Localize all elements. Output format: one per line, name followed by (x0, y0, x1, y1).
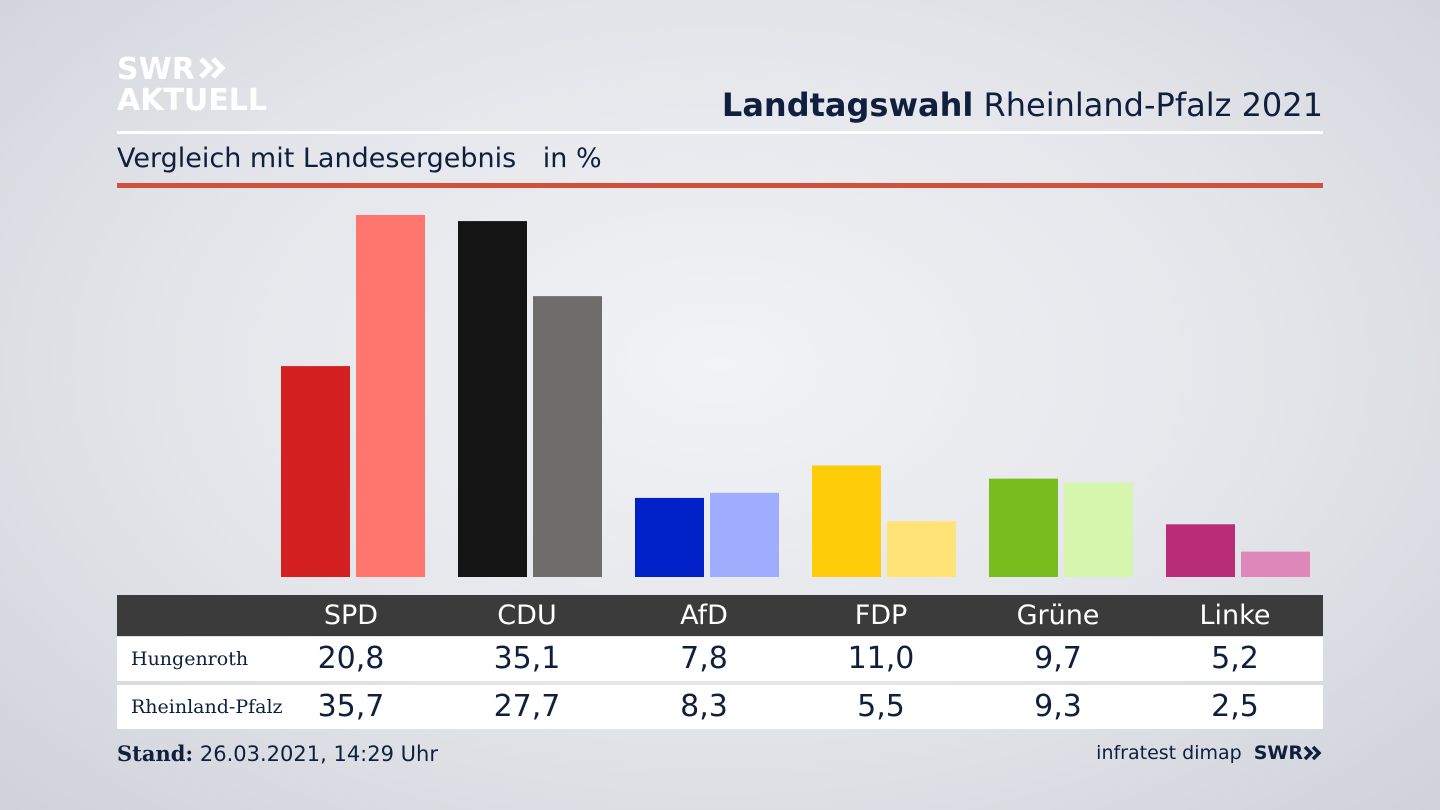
row-label: Rheinland-Pfalz (131, 696, 283, 718)
bar-spd-series-1 (281, 366, 350, 577)
table-cell: 9,3 (1034, 689, 1082, 724)
table-cell: 5,5 (857, 689, 905, 724)
table-cell: 35,7 (317, 689, 385, 724)
table-cell: 20,8 (317, 641, 385, 676)
logo-swr-text: SWR (117, 52, 195, 87)
table-cell: 9,7 (1034, 641, 1082, 676)
table-cell: 7,8 (680, 641, 728, 676)
stand-label: Stand: (117, 741, 194, 766)
bar-grne-series-2 (1064, 482, 1133, 577)
table-cell: 27,7 (493, 689, 561, 724)
bar-fdp-series-2 (887, 521, 956, 577)
table-cell: 2,5 (1211, 689, 1259, 724)
column-header: AfD (680, 600, 728, 631)
table-cell: 35,1 (493, 641, 561, 676)
column-header: FDP (854, 600, 908, 631)
bar-linke-series-2 (1241, 551, 1310, 577)
logo-aktuell-text: AKTUELL (117, 83, 268, 118)
table-header-row: SPD CDU AfD FDP Grüne Linke (117, 595, 1323, 636)
column-header: SPD (323, 600, 379, 631)
stand-value: 26.03.2021, 14:29 Uhr (199, 742, 438, 766)
footer-logo: SWR (1254, 742, 1323, 764)
table-cell: 11,0 (847, 641, 915, 676)
page-title: Landtagswahl Rheinland-Pfalz 2021 (722, 86, 1323, 124)
header-divider (117, 131, 1323, 134)
source-text: infratest dimap (1096, 742, 1242, 764)
double-chevron-right-icon (199, 54, 227, 85)
column-header: CDU (497, 600, 557, 631)
bar-linke-series-1 (1166, 524, 1235, 577)
table-cell: 8,3 (680, 689, 728, 724)
column-header: Linke (1199, 600, 1271, 631)
subtitle-text: Vergleich mit Landesergebnis (117, 143, 517, 174)
bar-fdp-series-1 (812, 465, 881, 577)
timestamp: Stand: 26.03.2021, 14:29 Uhr (117, 741, 438, 766)
source-credit: infratest dimap SWR (1096, 742, 1323, 764)
results-table: SPD CDU AfD FDP Grüne Linke Hungenroth 20,8 35… (117, 595, 1323, 729)
bar-spd-series-2 (356, 215, 425, 577)
bar-cdu-series-2 (533, 296, 602, 577)
table-cell: 5,2 (1211, 641, 1259, 676)
bar-cdu-series-1 (458, 221, 527, 577)
title-rest: Rheinland-Pfalz 2021 (983, 86, 1323, 124)
title-bold: Landtagswahl (721, 86, 974, 124)
footer-logo-text: SWR (1253, 742, 1303, 764)
swr-aktuell-logo: SWR AKTUELL (117, 54, 267, 117)
bar-afd-series-1 (635, 497, 704, 577)
bar-afd-series-2 (710, 492, 779, 577)
subtitle-unit: in % (542, 143, 602, 174)
column-header: Grüne (1016, 600, 1100, 631)
table-row: Hungenroth 20,8 35,1 7,8 11,0 9,7 5,2 (117, 637, 1323, 681)
row-label: Hungenroth (131, 648, 249, 670)
double-chevron-right-icon (1303, 745, 1322, 761)
bar-grne-series-1 (989, 478, 1058, 577)
accent-rule (117, 183, 1323, 188)
table-row: Rheinland-Pfalz 35,7 27,7 8,3 5,5 9,3 2,5 (117, 685, 1323, 729)
subtitle: Vergleich mit Landesergebnis in % (117, 143, 602, 174)
